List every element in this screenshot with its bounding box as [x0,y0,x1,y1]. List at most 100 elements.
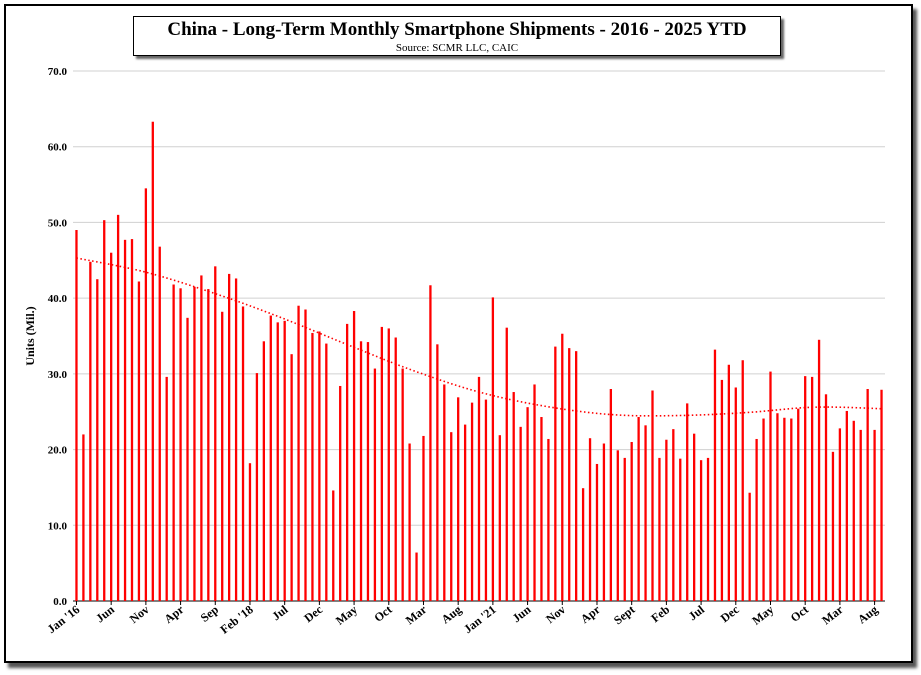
bar [665,439,668,601]
x-tick-label: May [749,602,776,627]
x-tick-label: Jan '21 [461,602,499,636]
bar [193,286,196,601]
bar [810,376,814,601]
bar [519,426,522,601]
chart-subtitle: Source: SCMR LLC, CAIC [395,42,519,54]
y-tick-label: 60.0 [48,142,68,154]
bar [561,333,564,601]
bar [443,384,446,601]
bar [463,424,467,601]
bar [241,306,245,601]
bar [116,214,120,602]
bar [540,417,543,601]
bar [283,320,286,601]
x-tick-label: Nov [543,602,568,626]
bar [755,438,758,601]
bar [373,368,377,601]
bar [387,328,390,601]
bar [852,420,855,601]
x-tick-label: Sep [198,602,222,625]
x-tick-label: Dec [718,602,742,625]
trendline-path [76,257,882,417]
bar [658,457,661,601]
bar [623,457,626,601]
bar [706,457,710,601]
bar [880,389,883,601]
bar [304,309,307,601]
bar [359,341,363,601]
x-tick-label: Dec [301,602,325,625]
bar [727,364,730,601]
bar [318,331,321,601]
bar [221,311,224,601]
y-tick-label: 10.0 [48,520,68,532]
x-tick-label: Oct [371,602,394,625]
bar [783,417,786,601]
bar [450,432,453,601]
y-tick-label: 30.0 [48,369,68,381]
bar [845,410,848,601]
x-tick-label: Jul [269,602,291,623]
bar [734,387,737,601]
x-tick-label: Oct [788,602,811,625]
bar [248,463,252,601]
bar [234,278,238,601]
y-axis-label: Units (Mil.) [23,306,37,365]
y-tick-label: 20.0 [48,445,68,457]
bar [804,376,807,601]
bar [748,492,751,601]
bar [817,339,821,601]
bar [831,451,835,601]
bar [207,289,210,601]
bar [380,326,383,601]
bar [429,285,432,601]
x-tick-label: Nov [127,602,152,626]
bar [325,343,328,601]
bar [505,327,508,601]
bar [769,371,772,601]
bar [311,332,314,601]
bar [741,360,744,601]
bar [568,348,571,601]
x-tick-label: Aug [439,602,464,626]
bar [526,407,529,601]
y-axis-ticks: 0.0 10.0 20.0 30.0 40.0 50.0 60.0 70.0 [48,66,68,608]
bar [408,443,411,601]
x-tick-label: Feb [648,602,672,625]
x-tick-label: Sept [611,602,637,627]
bar [637,417,640,601]
trendline [76,257,882,417]
bar [470,402,474,601]
bar [644,425,647,601]
bar [75,230,78,601]
bar [595,463,599,601]
bar [262,341,265,601]
bar [130,239,134,601]
x-tick-label: Jun [93,602,117,625]
bar [859,429,862,601]
bar [581,488,585,601]
bar [651,390,654,601]
y-tick-label: 0.0 [53,596,67,608]
bar [498,435,501,601]
bar [790,418,793,601]
bar [713,349,717,601]
bar [89,261,92,601]
bar [866,389,869,601]
bar [290,354,293,601]
bar [415,552,418,601]
bar [602,443,606,601]
bar [838,428,842,601]
bar [214,266,217,601]
bar [776,413,779,601]
bar [547,438,550,601]
bar [103,220,106,601]
x-tick-label: Aug [855,602,880,626]
bar [686,403,689,601]
bar [477,376,481,601]
bar [172,284,175,601]
bar [255,373,259,601]
bar [123,239,127,601]
bar [797,408,800,601]
